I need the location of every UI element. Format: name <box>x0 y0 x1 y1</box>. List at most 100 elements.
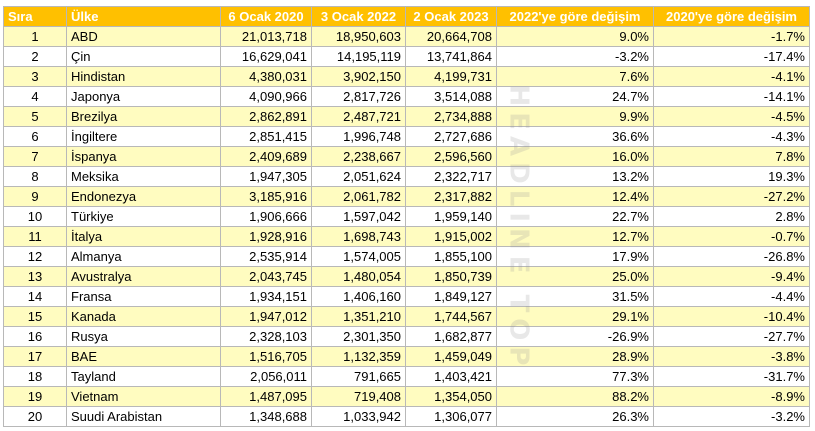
table-cell[interactable]: 1,996,748 <box>311 126 406 147</box>
table-cell[interactable]: 4,090,966 <box>220 86 312 107</box>
table-cell[interactable]: 25.0% <box>496 266 654 287</box>
table-cell[interactable]: 21,013,718 <box>220 26 312 47</box>
table-cell[interactable]: 1,033,942 <box>311 406 406 427</box>
table-cell[interactable]: 19 <box>3 386 67 407</box>
table-cell[interactable]: 12.7% <box>496 226 654 247</box>
table-cell[interactable]: Tayland <box>66 366 221 387</box>
table-cell[interactable]: 2,328,103 <box>220 326 312 347</box>
header-cell[interactable]: Ülke <box>66 6 221 27</box>
table-cell[interactable]: 8 <box>3 166 67 187</box>
table-cell[interactable]: 1,354,050 <box>405 386 497 407</box>
table-cell[interactable]: 1,516,705 <box>220 346 312 367</box>
table-cell[interactable]: 1,947,012 <box>220 306 312 327</box>
table-cell[interactable]: Japonya <box>66 86 221 107</box>
table-cell[interactable]: 24.7% <box>496 86 654 107</box>
table-cell[interactable]: -0.7% <box>653 226 810 247</box>
table-cell[interactable]: 7.6% <box>496 66 654 87</box>
table-cell[interactable]: -1.7% <box>653 26 810 47</box>
table-cell[interactable]: -9.4% <box>653 266 810 287</box>
table-cell[interactable]: 31.5% <box>496 286 654 307</box>
table-cell[interactable]: -8.9% <box>653 386 810 407</box>
table-cell[interactable]: 3,902,150 <box>311 66 406 87</box>
table-cell[interactable]: 5 <box>3 106 67 127</box>
table-cell[interactable]: 6 <box>3 126 67 147</box>
table-cell[interactable]: 36.6% <box>496 126 654 147</box>
header-cell[interactable]: 2020'ye göre değişim <box>653 6 810 27</box>
table-cell[interactable]: İtalya <box>66 226 221 247</box>
table-cell[interactable]: 2,487,721 <box>311 106 406 127</box>
table-cell[interactable]: 1,855,100 <box>405 246 497 267</box>
table-cell[interactable]: 2,043,745 <box>220 266 312 287</box>
table-cell[interactable]: 19.3% <box>653 166 810 187</box>
table-cell[interactable]: 2,862,891 <box>220 106 312 127</box>
table-cell[interactable]: 2,817,726 <box>311 86 406 107</box>
table-cell[interactable]: 18 <box>3 366 67 387</box>
table-cell[interactable]: -27.2% <box>653 186 810 207</box>
table-cell[interactable]: Brezilya <box>66 106 221 127</box>
table-cell[interactable]: 17 <box>3 346 67 367</box>
table-cell[interactable]: 88.2% <box>496 386 654 407</box>
table-cell[interactable]: Almanya <box>66 246 221 267</box>
table-cell[interactable]: 1,928,916 <box>220 226 312 247</box>
table-cell[interactable]: 2,596,560 <box>405 146 497 167</box>
table-cell[interactable]: 9 <box>3 186 67 207</box>
table-cell[interactable]: 3 <box>3 66 67 87</box>
table-cell[interactable]: 2,734,888 <box>405 106 497 127</box>
table-cell[interactable]: 1,459,049 <box>405 346 497 367</box>
table-cell[interactable]: 2,051,624 <box>311 166 406 187</box>
table-cell[interactable]: Çin <box>66 46 221 67</box>
table-cell[interactable]: Rusya <box>66 326 221 347</box>
table-cell[interactable]: 1 <box>3 26 67 47</box>
table-cell[interactable]: 1,850,739 <box>405 266 497 287</box>
table-cell[interactable]: 4 <box>3 86 67 107</box>
table-cell[interactable]: 12 <box>3 246 67 267</box>
table-cell[interactable]: 1,306,077 <box>405 406 497 427</box>
table-cell[interactable]: 4,380,031 <box>220 66 312 87</box>
table-cell[interactable]: 22.7% <box>496 206 654 227</box>
table-cell[interactable]: 1,849,127 <box>405 286 497 307</box>
table-cell[interactable]: İngiltere <box>66 126 221 147</box>
table-cell[interactable]: -26.8% <box>653 246 810 267</box>
table-cell[interactable]: 13.2% <box>496 166 654 187</box>
table-cell[interactable]: Vietnam <box>66 386 221 407</box>
table-cell[interactable]: 1,947,305 <box>220 166 312 187</box>
table-cell[interactable]: 2,238,667 <box>311 146 406 167</box>
table-cell[interactable]: 3,185,916 <box>220 186 312 207</box>
table-cell[interactable]: 77.3% <box>496 366 654 387</box>
table-cell[interactable]: 17.9% <box>496 246 654 267</box>
table-cell[interactable]: 13 <box>3 266 67 287</box>
table-cell[interactable]: -4.1% <box>653 66 810 87</box>
table-cell[interactable]: 14 <box>3 286 67 307</box>
table-cell[interactable]: Endonezya <box>66 186 221 207</box>
table-cell[interactable]: -3.2% <box>496 46 654 67</box>
table-cell[interactable]: Hindistan <box>66 66 221 87</box>
table-cell[interactable]: 12.4% <box>496 186 654 207</box>
table-cell[interactable]: 2,535,914 <box>220 246 312 267</box>
table-cell[interactable]: 2,322,717 <box>405 166 497 187</box>
header-cell[interactable]: 3 Ocak 2022 <box>311 6 406 27</box>
table-cell[interactable]: 1,351,210 <box>311 306 406 327</box>
table-cell[interactable]: 1,682,877 <box>405 326 497 347</box>
table-cell[interactable]: 1,480,054 <box>311 266 406 287</box>
table-cell[interactable]: 1,574,005 <box>311 246 406 267</box>
table-cell[interactable]: 1,597,042 <box>311 206 406 227</box>
table-cell[interactable]: Fransa <box>66 286 221 307</box>
table-cell[interactable]: BAE <box>66 346 221 367</box>
table-cell[interactable]: Meksika <box>66 166 221 187</box>
table-cell[interactable]: -3.8% <box>653 346 810 367</box>
table-cell[interactable]: 9.0% <box>496 26 654 47</box>
table-cell[interactable]: 13,741,864 <box>405 46 497 67</box>
table-cell[interactable]: 10 <box>3 206 67 227</box>
table-cell[interactable]: 791,665 <box>311 366 406 387</box>
header-cell[interactable]: 2022'ye göre değişim <box>496 6 654 27</box>
header-cell[interactable]: Sıra <box>3 6 67 27</box>
table-cell[interactable]: Kanada <box>66 306 221 327</box>
table-cell[interactable]: 1,698,743 <box>311 226 406 247</box>
table-cell[interactable]: 3,514,088 <box>405 86 497 107</box>
table-cell[interactable]: 1,959,140 <box>405 206 497 227</box>
table-cell[interactable]: 2,727,686 <box>405 126 497 147</box>
table-cell[interactable]: 9.9% <box>496 106 654 127</box>
table-cell[interactable]: 1,132,359 <box>311 346 406 367</box>
table-cell[interactable]: Avustralya <box>66 266 221 287</box>
table-cell[interactable]: 7.8% <box>653 146 810 167</box>
